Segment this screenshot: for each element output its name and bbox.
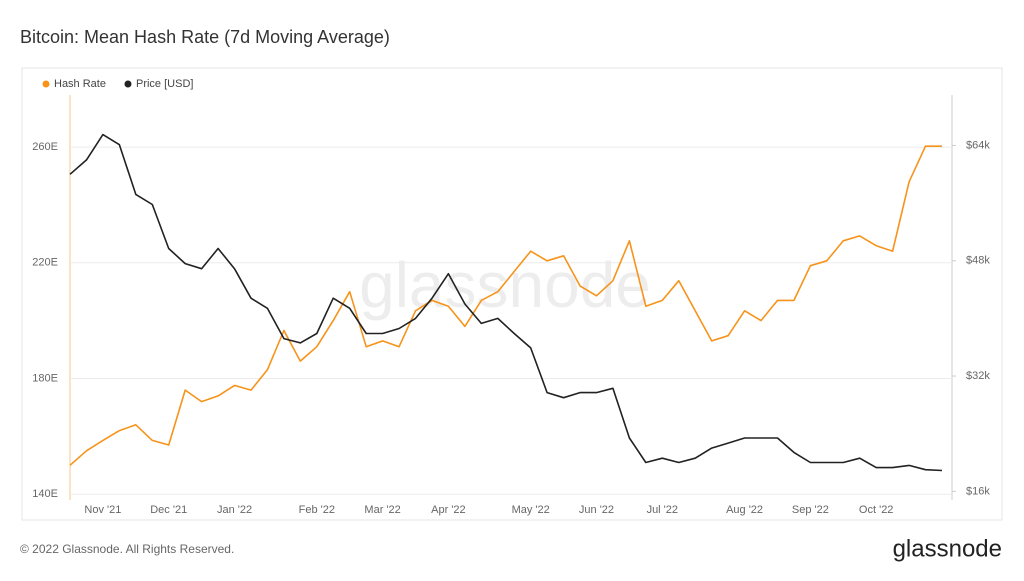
x-tick-label: Jun '22	[579, 504, 614, 516]
x-tick-label: May '22	[512, 504, 550, 516]
x-tick-label: Jan '22	[217, 504, 252, 516]
series-line	[69, 133, 943, 472]
legend-marker	[124, 80, 132, 88]
chart-title: Bitcoin: Mean Hash Rate (7d Moving Avera…	[20, 27, 390, 47]
chart-frame	[21, 67, 1003, 521]
x-tick-label: Apr '22	[431, 504, 466, 516]
y2-tick-label: $32k	[966, 370, 990, 382]
y2-tick-label: $16k	[966, 485, 990, 497]
x-tick-label: Dec '21	[150, 504, 187, 516]
brand: glassnode	[893, 535, 1002, 562]
footer: © 2022 Glassnode. All Rights Reserved.	[20, 542, 234, 556]
x-tick-label: Jul '22	[647, 504, 678, 516]
y-tick-label: 140E	[32, 488, 58, 500]
legend-label: Price [USD]	[136, 78, 193, 90]
x-tick-label: Mar '22	[364, 504, 400, 516]
legend-label: Hash Rate	[54, 78, 106, 90]
y-tick-label: 220E	[32, 257, 58, 269]
x-tick-label: Sep '22	[792, 504, 829, 516]
watermark: glassnode	[359, 249, 651, 321]
y2-tick-label: $48k	[966, 255, 990, 267]
y-tick-label: 180E	[32, 372, 58, 384]
y2-tick-label: $64k	[966, 139, 990, 151]
x-tick-label: Aug '22	[726, 504, 763, 516]
series-line	[69, 145, 942, 466]
x-tick-label: Oct '22	[859, 504, 894, 516]
legend-marker	[42, 80, 50, 88]
x-tick-label: Nov '21	[84, 504, 121, 516]
y-tick-label: 260E	[32, 141, 58, 153]
x-tick-label: Feb '22	[299, 504, 335, 516]
